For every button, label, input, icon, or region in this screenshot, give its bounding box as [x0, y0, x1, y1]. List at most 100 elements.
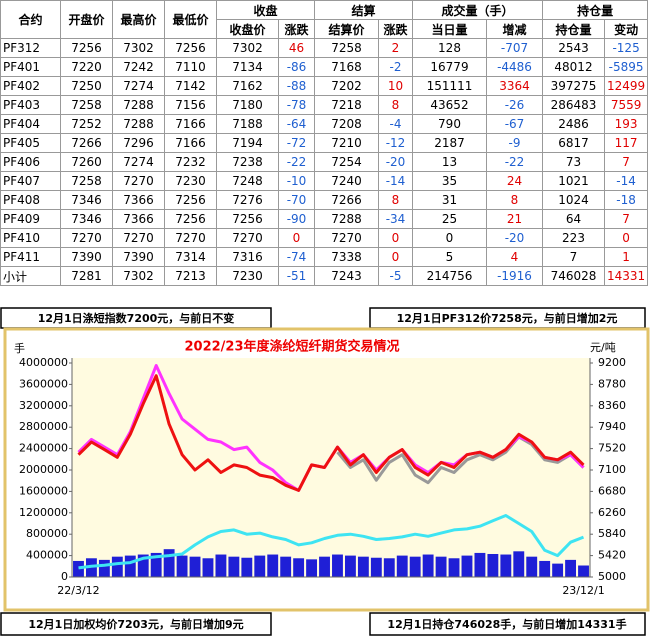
chart-title: 2022/23年度涤纶短纤期货交易情况 [184, 339, 399, 355]
table-cell: -10 [278, 171, 315, 191]
table-cell: 7230 [216, 266, 279, 286]
table-cell: 7288 [112, 114, 165, 134]
data-row: PF409 7346 7366 7256 7256 -90 7288 -34 25 21 64 7 [0, 209, 649, 229]
data-row: PF406 7260 7274 7232 7238 -22 7254 -20 13 -22 73 7 [0, 152, 649, 172]
header-cell: 持仓量 [542, 19, 605, 39]
table-cell: 7288 [112, 95, 165, 115]
table-cell: 35 [412, 171, 487, 191]
table-cell: 7270 [216, 228, 279, 248]
table-cell: -5 [378, 266, 413, 286]
y2-tick-label: 5000 [598, 570, 626, 583]
table-cell: 7 [603, 152, 649, 172]
table-cell: 193 [603, 114, 649, 134]
note-box [0, 612, 272, 636]
header-cell: 涨跌 [378, 19, 413, 39]
table-cell: -1916 [486, 266, 543, 286]
table-cell: 6817 [542, 133, 605, 153]
header-cell: 开盘价 [60, 0, 113, 39]
volume-bar [306, 559, 318, 577]
header-cell: 收盘价 [216, 19, 279, 39]
volume-bar [474, 552, 486, 577]
header-cell: 当日量 [412, 19, 487, 39]
table-cell: PF411 [0, 247, 61, 267]
table-cell: 7213 [164, 266, 217, 286]
table-cell: 13 [412, 152, 487, 172]
table-cell: PF408 [0, 190, 61, 210]
plot-area [72, 358, 590, 577]
table-cell: 7270 [164, 228, 217, 248]
table-cell: 151111 [412, 76, 487, 96]
y-tick-label: 1600000 [19, 484, 68, 497]
table-cell: 14331 [603, 266, 649, 286]
table-cell: 2543 [542, 38, 605, 58]
table-cell: 8 [486, 190, 543, 210]
y2-tick-label: 6260 [598, 506, 626, 519]
volume-bar [526, 556, 538, 577]
table-cell: 73 [542, 152, 605, 172]
table-cell: 0 [378, 228, 413, 248]
table-cell: 16779 [412, 57, 487, 77]
table-cell: 7260 [60, 152, 113, 172]
table-cell: 7366 [112, 209, 165, 229]
table-cell: 7230 [164, 171, 217, 191]
header-cell: 成交量（手） [412, 0, 543, 20]
table-cell: -9 [486, 133, 543, 153]
table-cell: 128 [412, 38, 487, 58]
y-tick-label: 3600000 [19, 377, 68, 390]
table-cell: 2486 [542, 114, 605, 134]
y-tick-label: 400000 [26, 549, 68, 562]
table-cell: 7252 [60, 114, 113, 134]
table-cell: 12499 [603, 76, 649, 96]
table-cell: 8 [378, 190, 413, 210]
volume-bar [137, 554, 149, 577]
table-cell: 7346 [60, 209, 113, 229]
y2-tick-label: 8780 [598, 377, 626, 390]
y2-axis-label: 元/吨 [590, 341, 616, 354]
table-cell: 43652 [412, 95, 487, 115]
data-row: PF411 7390 7390 7314 7316 -74 7338 0 5 4 7 1 [0, 247, 649, 267]
table-cell: 7168 [314, 57, 379, 77]
table-cell: 7208 [314, 114, 379, 134]
table-cell: 7256 [60, 38, 113, 58]
table-cell: 21 [486, 209, 543, 229]
y2-tick-label: 7520 [598, 442, 626, 455]
table-cell: 7166 [164, 133, 217, 153]
table-cell: 7390 [112, 247, 165, 267]
volume-bar [293, 558, 305, 577]
table-cell: 0 [378, 247, 413, 267]
table-cell: 5 [412, 247, 487, 267]
header-cell: 合约 [0, 0, 61, 39]
x-tick-label: 23/12/1 [562, 584, 604, 597]
table-cell: -2 [378, 57, 413, 77]
table-cell: -12 [378, 133, 413, 153]
volume-bar [228, 556, 240, 577]
y-tick-label: 3200000 [19, 399, 68, 412]
header-cell: 持仓量 [541, 0, 649, 20]
data-row: PF407 7258 7270 7230 7248 -10 7240 -14 35 24 1021-… [0, 171, 649, 191]
header-cell: 最低价 [164, 0, 217, 39]
y-tick-label: 1200000 [19, 506, 68, 519]
table-cell: 746028 [542, 266, 605, 286]
table-cell: 7314 [164, 247, 217, 267]
y2-tick-label: 7940 [598, 420, 626, 433]
volume-bar [383, 558, 395, 577]
table-cell: 24 [486, 171, 543, 191]
y2-tick-label: 5840 [598, 527, 626, 540]
volume-bar [124, 555, 136, 577]
table-cell: 1 [603, 247, 649, 267]
table-cell: 7256 [164, 38, 217, 58]
volume-bar [267, 554, 279, 577]
table-cell: -74 [278, 247, 315, 267]
volume-bar [163, 549, 175, 577]
volume-bar [461, 555, 473, 577]
table-cell: -90 [278, 209, 315, 229]
volume-bar [319, 556, 330, 577]
table-cell: -14 [603, 171, 649, 191]
volume-bar [396, 555, 408, 577]
table-cell: 117 [603, 133, 649, 153]
table-cell: 7242 [112, 57, 165, 77]
volume-bar [189, 556, 201, 577]
table-cell: PF407 [0, 171, 61, 191]
